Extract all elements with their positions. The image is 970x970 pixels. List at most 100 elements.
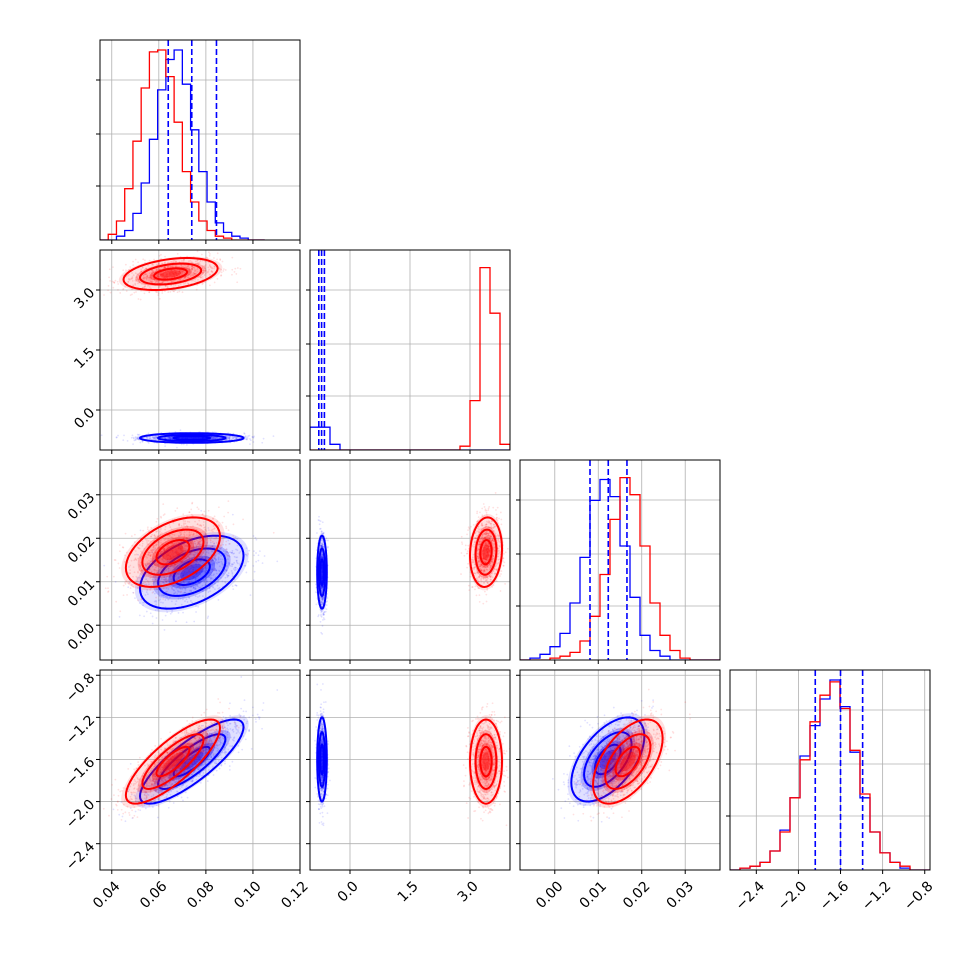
sample-point — [139, 272, 142, 275]
sample-point — [147, 563, 150, 565]
sample-point — [167, 554, 170, 557]
sample-point — [233, 537, 235, 540]
sample-point — [323, 618, 326, 621]
sample-point — [131, 272, 133, 274]
sample-point — [154, 564, 156, 566]
sample-point — [144, 583, 146, 586]
sample-point — [195, 546, 198, 549]
sample-point — [187, 272, 190, 275]
sample-point — [202, 282, 205, 285]
sample-point — [137, 547, 140, 549]
sample-point — [188, 581, 190, 584]
sample-point — [166, 436, 169, 439]
sample-point — [213, 515, 216, 518]
sample-point — [231, 513, 234, 516]
sample-point — [117, 562, 120, 565]
sample-point — [180, 581, 183, 584]
sample-point — [204, 260, 206, 263]
sample-point — [244, 553, 247, 556]
sample-point — [225, 540, 228, 543]
sample-point — [159, 566, 161, 569]
sample-point — [168, 437, 171, 439]
sample-point — [163, 560, 166, 563]
sample-point — [138, 576, 140, 579]
sample-point — [201, 556, 204, 559]
sample-point — [211, 528, 214, 531]
sample-point — [155, 436, 158, 439]
sample-point — [164, 614, 167, 617]
sample-point — [138, 586, 141, 589]
sample-point — [132, 284, 134, 286]
sample-point — [167, 270, 169, 273]
sample-point — [226, 565, 228, 567]
sample-point — [206, 569, 208, 572]
sample-point — [182, 550, 185, 553]
sample-point — [140, 270, 143, 273]
sample-point — [132, 591, 135, 594]
sample-point — [142, 529, 145, 532]
sample-point — [165, 272, 168, 274]
sample-point — [169, 551, 172, 554]
sample-point — [186, 526, 189, 528]
sample-point — [233, 578, 236, 581]
sample-point — [188, 536, 191, 538]
sample-point — [170, 438, 172, 440]
sample-point — [193, 555, 196, 558]
sample-point — [215, 569, 218, 572]
sample-point — [207, 266, 210, 269]
sample-point — [202, 524, 205, 526]
sample-point — [214, 567, 216, 570]
sample-point — [258, 550, 261, 552]
density-contour — [153, 267, 189, 281]
sample-point — [188, 568, 191, 571]
sample-point — [162, 560, 165, 563]
sample-point — [137, 274, 140, 277]
sample-point — [173, 589, 176, 592]
sample-point — [189, 542, 192, 545]
sample-point — [219, 259, 222, 261]
sample-point — [169, 569, 172, 572]
sample-point — [178, 546, 181, 549]
sample-point — [187, 596, 190, 599]
sample-point — [151, 615, 154, 618]
density-contour — [157, 547, 227, 597]
sample-point — [108, 276, 110, 279]
sample-point — [180, 561, 183, 564]
sample-point — [222, 543, 225, 546]
sample-point — [162, 503, 165, 505]
sample-point — [145, 267, 147, 270]
sample-point — [227, 511, 230, 514]
sample-point — [172, 273, 175, 275]
sample-point — [198, 519, 201, 522]
histogram-panel-1 — [96, 39, 301, 244]
sample-point — [158, 279, 161, 282]
sample-point — [174, 509, 177, 512]
sample-point — [200, 539, 203, 541]
sample-point — [180, 561, 183, 564]
sample-point — [130, 277, 133, 280]
sample-point — [206, 580, 209, 583]
sample-point — [205, 589, 208, 592]
sample-point — [158, 595, 161, 598]
sample-point — [172, 545, 175, 547]
sample-point — [227, 574, 230, 577]
sample-point — [175, 260, 177, 263]
sample-point — [183, 581, 186, 584]
sample-point — [210, 559, 213, 562]
sample-point — [135, 438, 137, 441]
sample-point — [138, 438, 140, 441]
sample-point — [188, 269, 191, 272]
sample-point — [177, 542, 180, 545]
sample-point — [148, 568, 151, 571]
sample-point — [232, 563, 234, 566]
sample-point — [162, 274, 165, 277]
sample-point — [161, 580, 163, 583]
sample-point — [160, 527, 162, 529]
sample-point — [248, 549, 251, 552]
sample-point — [172, 565, 174, 568]
sample-point — [164, 566, 167, 568]
sample-point — [174, 583, 177, 586]
histogram-panel-4 — [726, 669, 931, 874]
sample-point — [178, 547, 180, 550]
sample-point — [173, 551, 176, 554]
